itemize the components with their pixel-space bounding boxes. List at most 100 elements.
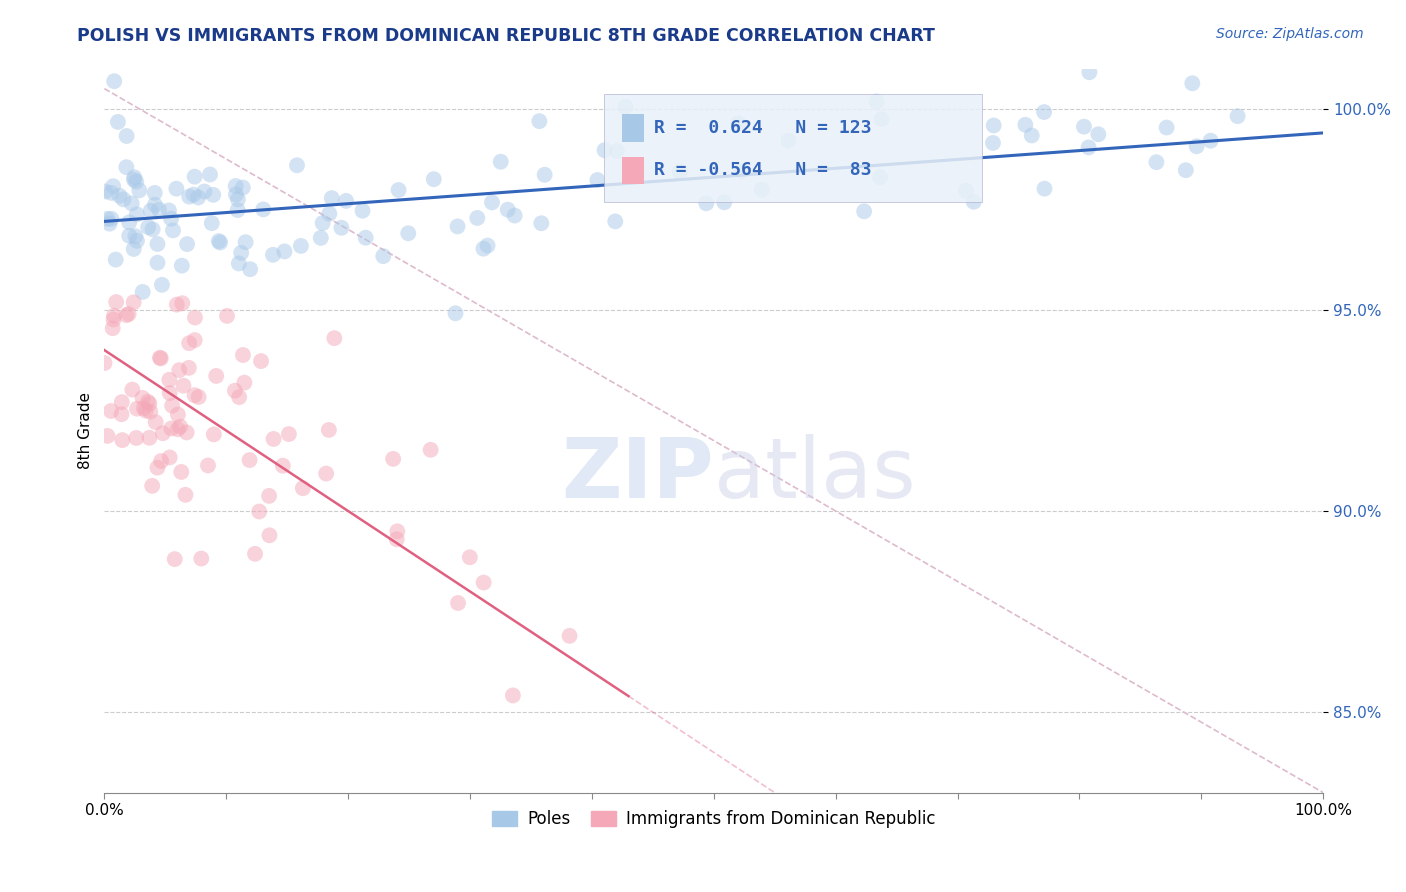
Point: [335, 194, 357, 208]
Point: [122, 173, 145, 187]
Point: [419, 442, 441, 457]
Point: [96, 211, 118, 226]
Point: [118, 228, 141, 243]
Point: [169, 363, 191, 377]
Point: [1073, 120, 1095, 134]
Point: [586, 173, 609, 187]
Point: [1021, 128, 1043, 143]
Point: [117, 307, 139, 321]
Point: [187, 390, 209, 404]
Point: [271, 458, 294, 473]
Point: [103, 312, 125, 326]
Point: [318, 423, 340, 437]
Point: [853, 204, 876, 219]
Point: [489, 154, 512, 169]
Point: [125, 207, 148, 221]
Point: [1199, 134, 1222, 148]
Point: [174, 488, 197, 502]
Point: [132, 401, 155, 416]
Point: [444, 306, 467, 320]
FancyBboxPatch shape: [623, 157, 644, 185]
Point: [1078, 65, 1101, 79]
Point: [100, 211, 122, 226]
Point: [100, 404, 122, 418]
Point: [373, 249, 395, 263]
Point: [605, 214, 627, 228]
Point: [963, 194, 986, 209]
Point: [695, 196, 717, 211]
Point: [529, 114, 551, 128]
Point: [118, 215, 141, 229]
Point: [315, 467, 337, 481]
Point: [112, 192, 135, 206]
Point: [146, 460, 169, 475]
Point: [166, 422, 188, 436]
Point: [179, 189, 201, 203]
Point: [111, 433, 134, 447]
Point: [145, 415, 167, 429]
Point: [131, 391, 153, 405]
Point: [1033, 182, 1056, 196]
Point: [730, 164, 752, 178]
Point: [1174, 163, 1197, 178]
Point: [167, 408, 190, 422]
Point: [125, 431, 148, 445]
Point: [458, 550, 481, 565]
Point: [160, 211, 183, 226]
Point: [382, 451, 405, 466]
Point: [139, 405, 162, 419]
Point: [162, 223, 184, 237]
Point: [115, 128, 138, 143]
Point: [183, 333, 205, 347]
Point: [187, 190, 209, 204]
Point: [273, 244, 295, 259]
Point: [157, 373, 180, 387]
Point: [235, 235, 257, 249]
Point: [869, 170, 891, 185]
Point: [423, 172, 446, 186]
Point: [503, 209, 526, 223]
Point: [614, 100, 637, 114]
Point: [1033, 105, 1056, 120]
Point: [263, 432, 285, 446]
Point: [148, 202, 170, 217]
Point: [354, 230, 377, 244]
Point: [135, 403, 157, 417]
Point: [239, 453, 262, 467]
Point: [606, 144, 628, 158]
Point: [232, 180, 254, 194]
Point: [131, 285, 153, 299]
Point: [232, 348, 254, 362]
Point: [128, 183, 150, 197]
Text: R =  0.624   N = 123: R = 0.624 N = 123: [654, 119, 872, 136]
Point: [262, 248, 284, 262]
Point: [169, 419, 191, 434]
Point: [311, 216, 333, 230]
Point: [259, 528, 281, 542]
Point: [530, 216, 553, 230]
Point: [157, 203, 180, 218]
Point: [446, 219, 468, 234]
Point: [252, 202, 274, 217]
Point: [387, 183, 409, 197]
Point: [1014, 118, 1036, 132]
Point: [183, 388, 205, 402]
Point: [309, 231, 332, 245]
Point: [285, 158, 308, 172]
Point: [669, 165, 692, 179]
Point: [981, 136, 1004, 150]
Point: [139, 203, 162, 218]
Point: [1156, 120, 1178, 135]
Point: [136, 394, 159, 409]
Point: [202, 187, 225, 202]
Point: [149, 351, 172, 366]
Point: [143, 198, 166, 212]
Point: [1087, 128, 1109, 142]
Point: [290, 239, 312, 253]
Point: [108, 188, 131, 202]
Point: [160, 421, 183, 435]
Point: [125, 175, 148, 189]
Text: R = -0.564   N =  83: R = -0.564 N = 83: [654, 161, 872, 179]
Point: [247, 504, 270, 518]
Point: [224, 384, 246, 398]
